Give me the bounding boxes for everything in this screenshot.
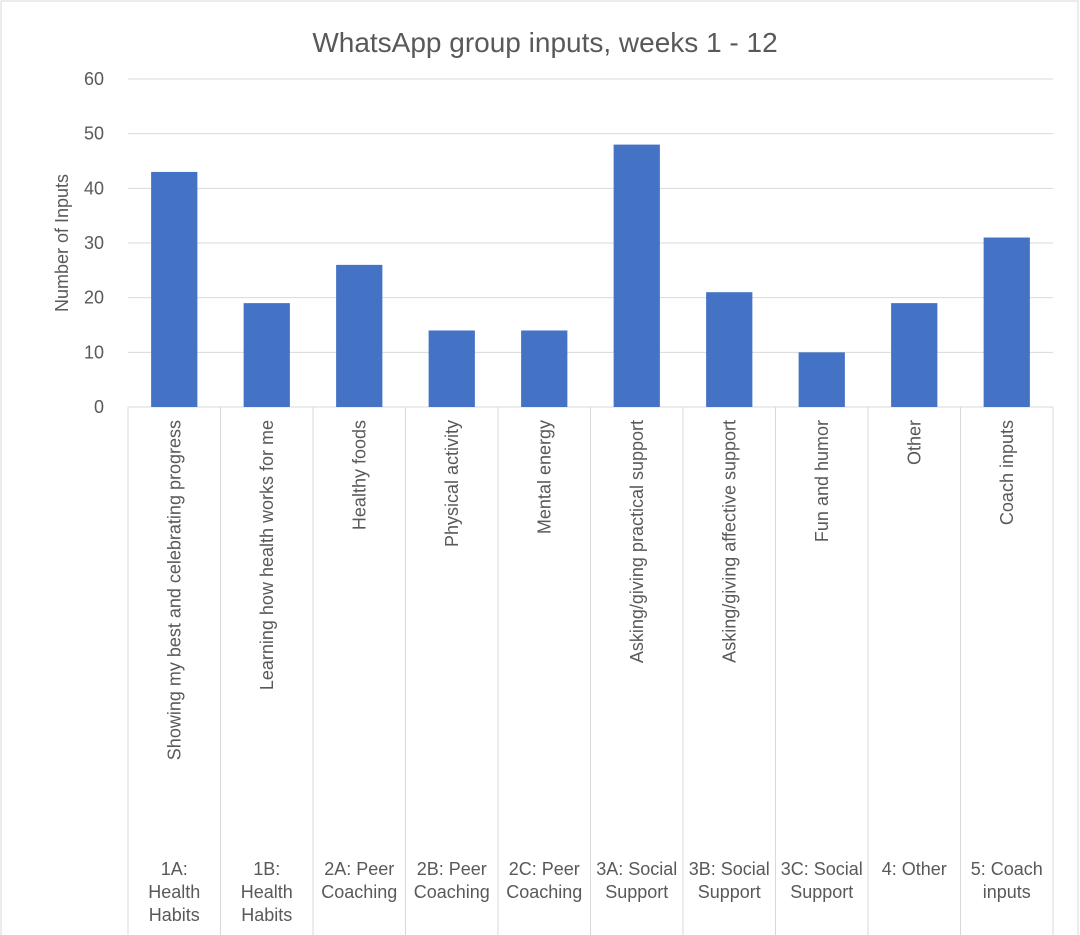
y-tick-label: 60 — [84, 69, 104, 89]
bar — [613, 144, 660, 407]
bar — [798, 352, 845, 407]
y-tick-label: 0 — [94, 397, 104, 417]
bar — [428, 330, 475, 407]
group-label: 3B: Social Support — [688, 859, 770, 902]
y-tick-label: 30 — [84, 233, 104, 253]
group-label: 1A: Health Habits — [148, 859, 201, 925]
x-tick-label: Mental energy — [534, 420, 554, 534]
bar — [521, 330, 568, 407]
chart-title: WhatsApp group inputs, weeks 1 - 12 — [312, 27, 777, 58]
y-axis-title: Number of Inputs — [52, 174, 72, 312]
x-tick-label: Asking/giving practical support — [627, 420, 647, 663]
bar — [151, 171, 198, 407]
bar — [243, 303, 290, 407]
group-label: 3C: Social Support — [780, 859, 863, 902]
x-tick-label: Healthy foods — [349, 420, 369, 530]
y-tick-label: 50 — [84, 124, 104, 144]
y-tick-label: 40 — [84, 178, 104, 198]
x-tick-label: Other — [904, 420, 924, 465]
group-label: 4: Other — [881, 859, 947, 879]
x-tick-label: Showing my best and celebrating progress — [164, 420, 184, 760]
group-label: 2A: Peer Coaching — [321, 859, 398, 902]
group-label: 2C: Peer Coaching — [506, 859, 583, 902]
x-tick-label: Fun and humor — [812, 420, 832, 542]
y-tick-label: 20 — [84, 288, 104, 308]
y-tick-label: 10 — [84, 342, 104, 362]
group-label: 3A: Social Support — [596, 859, 678, 902]
x-tick-label: Physical activity — [442, 420, 462, 547]
group-label: 1B: Health Habits — [240, 859, 293, 925]
x-tick-label: Learning how health works for me — [257, 420, 277, 690]
x-tick-label: Asking/giving affective support — [719, 420, 739, 663]
bar — [706, 292, 753, 407]
bar — [336, 264, 383, 407]
bar — [891, 303, 938, 407]
bar — [983, 237, 1030, 407]
x-tick-label: Coach inputs — [997, 420, 1017, 525]
group-label: 2B: Peer Coaching — [413, 859, 490, 902]
group-label: 5: Coach inputs — [970, 859, 1043, 902]
